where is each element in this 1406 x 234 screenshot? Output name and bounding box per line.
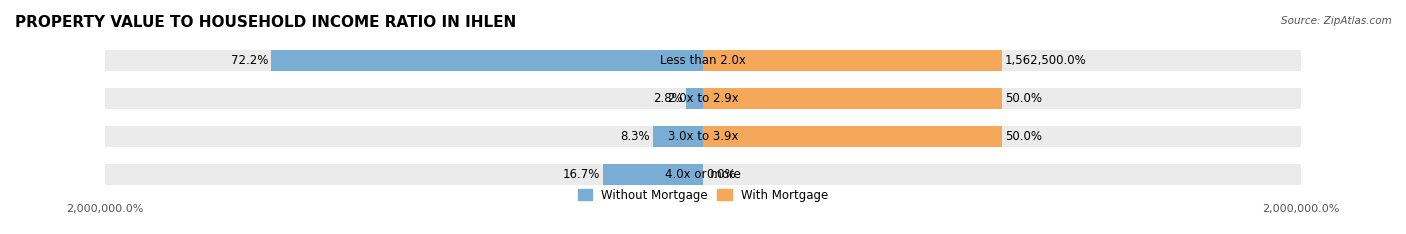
Bar <box>104 126 703 147</box>
Text: 1,562,500.0%: 1,562,500.0% <box>1005 54 1087 67</box>
Bar <box>703 51 1002 71</box>
Bar <box>603 164 703 185</box>
Bar <box>703 164 1302 185</box>
Text: 50.0%: 50.0% <box>1005 92 1042 105</box>
Text: 50.0%: 50.0% <box>1005 130 1042 143</box>
Text: 72.2%: 72.2% <box>231 54 269 67</box>
Text: 3.0x to 3.9x: 3.0x to 3.9x <box>668 130 738 143</box>
Bar <box>703 126 1302 147</box>
Bar <box>104 51 703 71</box>
Bar <box>654 126 703 147</box>
Bar <box>271 51 703 71</box>
Text: 2.0x to 2.9x: 2.0x to 2.9x <box>668 92 738 105</box>
Text: 16.7%: 16.7% <box>562 168 600 181</box>
Legend: Without Mortgage, With Mortgage: Without Mortgage, With Mortgage <box>574 184 832 206</box>
Text: 8.3%: 8.3% <box>620 130 651 143</box>
Text: Less than 2.0x: Less than 2.0x <box>659 54 747 67</box>
Text: 4.0x or more: 4.0x or more <box>665 168 741 181</box>
Bar <box>104 164 703 185</box>
Text: PROPERTY VALUE TO HOUSEHOLD INCOME RATIO IN IHLEN: PROPERTY VALUE TO HOUSEHOLD INCOME RATIO… <box>15 15 516 30</box>
Text: Source: ZipAtlas.com: Source: ZipAtlas.com <box>1281 16 1392 26</box>
Bar <box>104 88 703 109</box>
Text: 0.0%: 0.0% <box>706 168 735 181</box>
Bar <box>703 88 1302 109</box>
Bar <box>686 88 703 109</box>
Bar <box>703 126 1002 147</box>
Text: 2.8%: 2.8% <box>654 92 683 105</box>
Bar <box>703 88 1002 109</box>
Bar <box>703 51 1302 71</box>
